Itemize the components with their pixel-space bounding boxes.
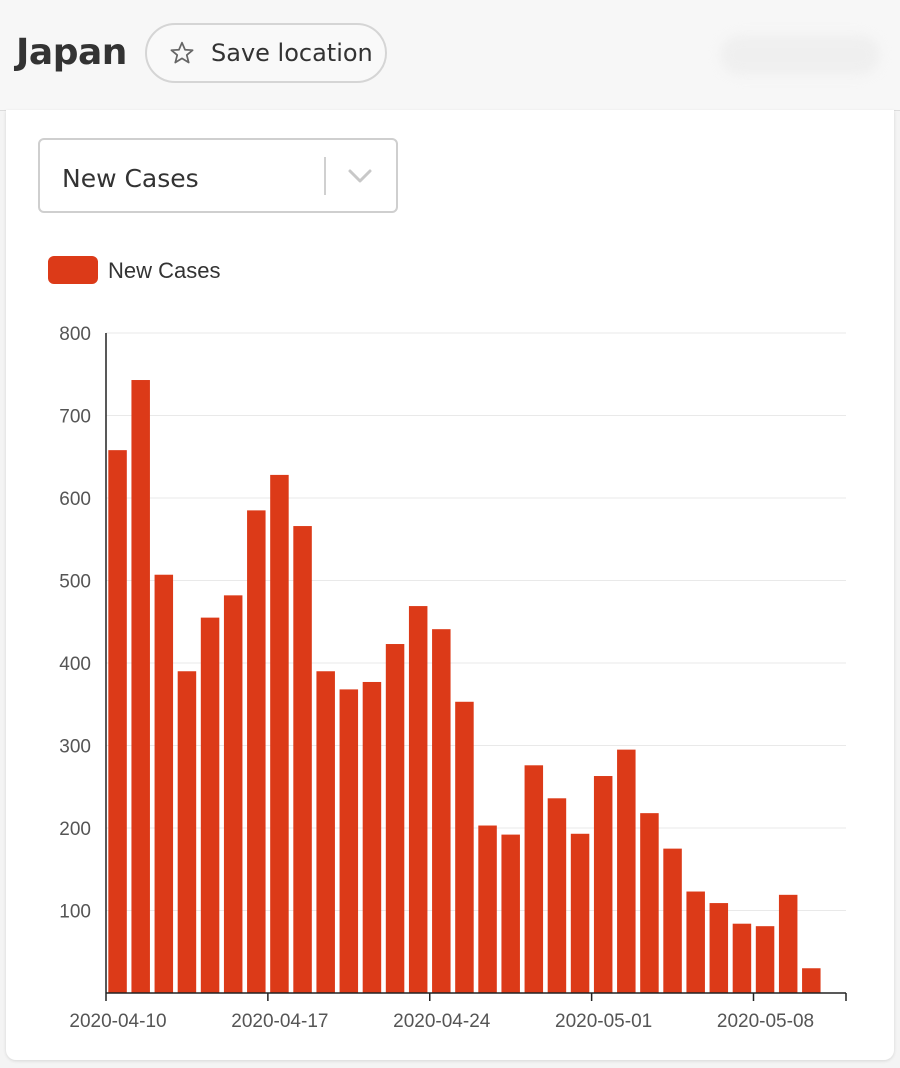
metric-select-value: New Cases <box>62 164 199 193</box>
header-blurred-area <box>720 35 880 75</box>
legend-label[interactable]: New Cases <box>108 258 221 283</box>
bar <box>593 776 613 993</box>
bar <box>247 510 266 993</box>
legend-swatch[interactable] <box>48 256 98 284</box>
bar <box>385 644 405 993</box>
x-tick-label: 2020-05-08 <box>717 1011 814 1032</box>
bar <box>432 629 451 993</box>
bar <box>177 671 197 993</box>
bar <box>478 825 497 993</box>
x-tick-label: 2020-05-01 <box>555 1011 652 1032</box>
x-tick-label: 2020-04-24 <box>393 1011 491 1032</box>
bar <box>362 681 382 993</box>
y-tick-label: 600 <box>59 489 91 510</box>
bar <box>663 848 682 993</box>
y-tick-label: 700 <box>59 407 91 428</box>
star-icon <box>170 41 194 64</box>
chevron-down-icon[interactable] <box>347 166 373 186</box>
y-tick-label: 300 <box>59 737 91 758</box>
bar <box>640 813 659 993</box>
bar <box>455 701 474 993</box>
bar <box>270 474 289 993</box>
y-tick-label: 400 <box>59 654 91 675</box>
y-tick-label: 500 <box>59 572 91 593</box>
save-location-label: Save location <box>211 39 373 67</box>
bar <box>339 689 359 993</box>
bar <box>570 833 590 993</box>
save-location-button[interactable]: Save location <box>145 23 387 83</box>
bar <box>524 765 544 993</box>
bar <box>293 526 312 993</box>
select-separator <box>324 157 326 195</box>
bar <box>547 798 567 993</box>
x-tick-label: 2020-04-17 <box>231 1011 328 1032</box>
bar <box>316 671 335 993</box>
bar <box>131 380 150 993</box>
location-header: Japan Save location <box>0 0 900 111</box>
bar <box>223 595 243 993</box>
metric-select[interactable]: New Cases <box>38 138 398 213</box>
country-title: Japan <box>16 32 127 73</box>
bar <box>778 894 798 993</box>
bar <box>755 926 775 993</box>
bar <box>200 617 220 993</box>
bar <box>154 574 174 993</box>
bar <box>802 968 821 993</box>
y-tick-label: 800 <box>59 324 91 345</box>
bar <box>108 450 127 993</box>
bar <box>709 903 729 993</box>
bar <box>617 749 636 993</box>
x-tick-label: 2020-04-10 <box>69 1011 166 1032</box>
y-tick-label: 100 <box>59 902 91 923</box>
bar <box>686 891 705 993</box>
y-tick-label: 200 <box>59 819 91 840</box>
bar <box>501 834 520 993</box>
bar <box>408 606 428 993</box>
bar <box>732 923 752 993</box>
